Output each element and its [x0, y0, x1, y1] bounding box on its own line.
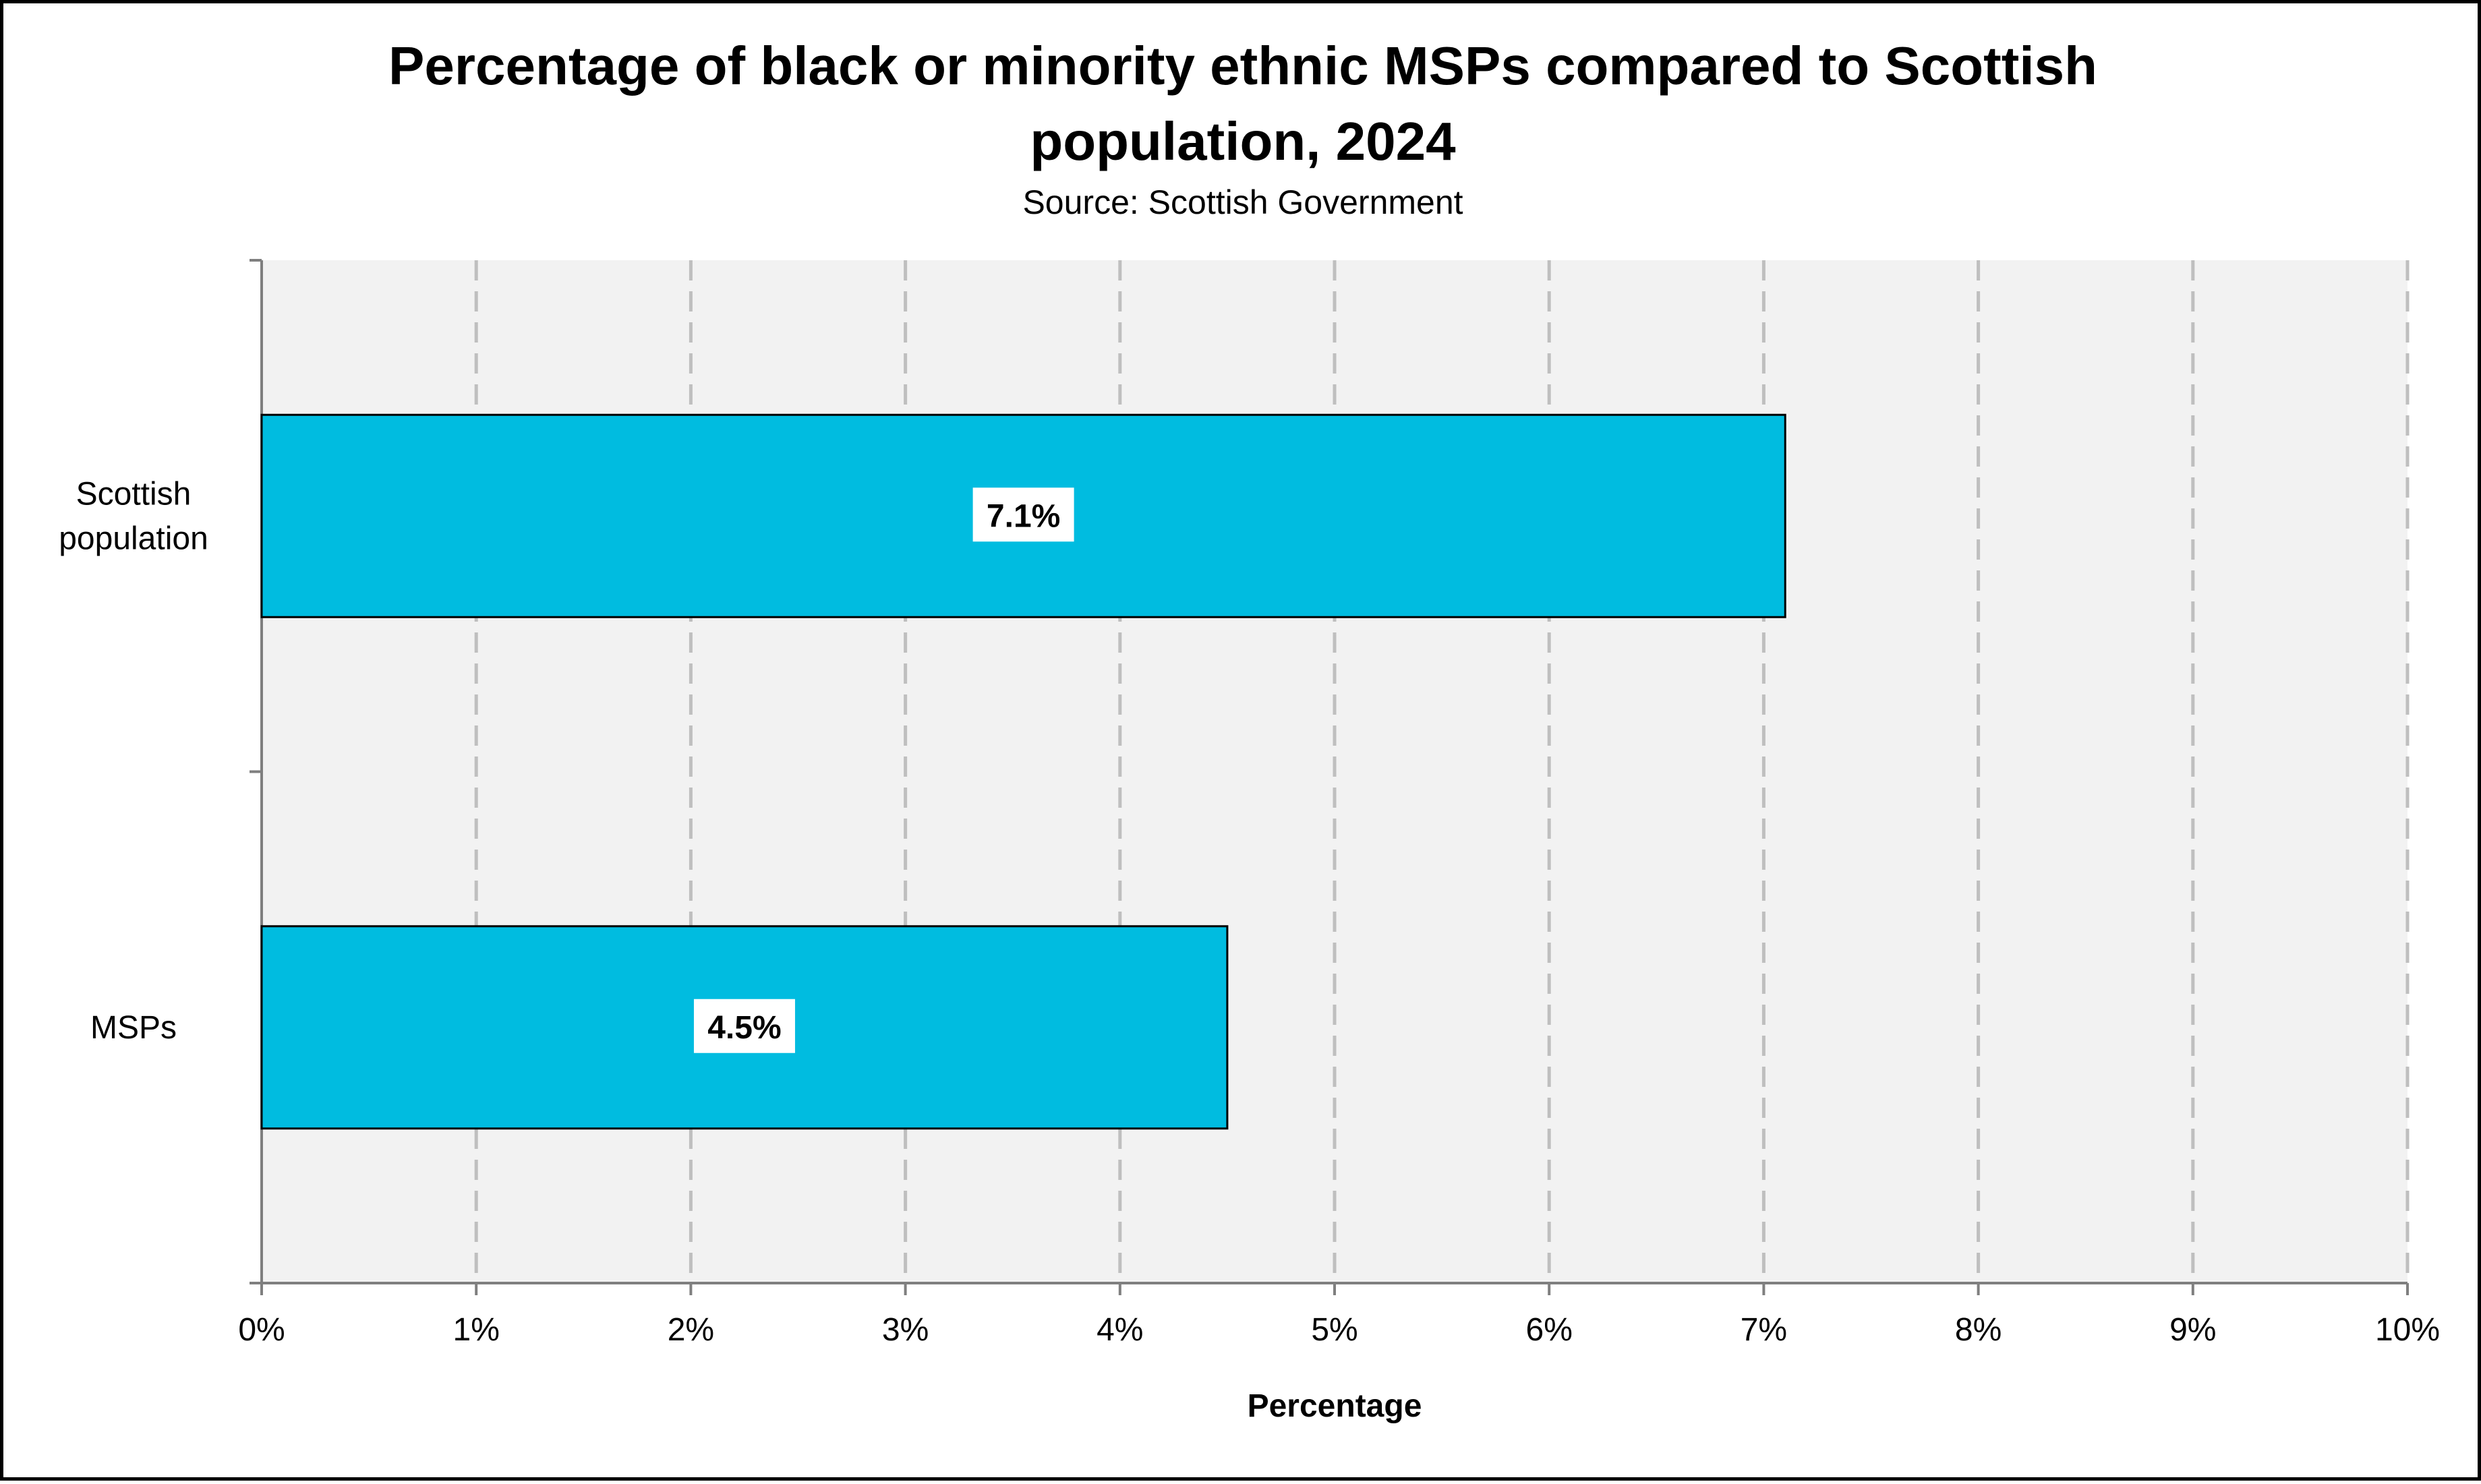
x-tick-label: 3% — [882, 1312, 929, 1348]
y-category-label: Scottish — [76, 476, 192, 512]
x-tick-label: 8% — [1955, 1312, 2002, 1348]
x-tick-label: 9% — [2169, 1312, 2216, 1348]
bar-chart: Percentage of black or minority ethnic M… — [59, 36, 2440, 1424]
x-tick-label: 10% — [2375, 1312, 2440, 1348]
chart-title-line-2: population, 2024 — [1030, 111, 1456, 171]
data-label-1: 7.1% — [987, 498, 1060, 534]
x-tick-label: 1% — [453, 1312, 500, 1348]
x-tick-label: 6% — [1526, 1312, 1573, 1348]
x-tick-label: 0% — [238, 1312, 285, 1348]
y-category-label: MSPs — [90, 1010, 177, 1046]
x-tick-label: 7% — [1741, 1312, 1787, 1348]
chart-title-line-1: Percentage of black or minority ethnic M… — [388, 36, 2097, 96]
x-axis-title: Percentage — [1248, 1388, 1422, 1424]
x-tick-label: 2% — [668, 1312, 714, 1348]
y-category-label: population — [59, 521, 208, 556]
data-label-2: 4.5% — [707, 1010, 781, 1046]
x-tick-label: 5% — [1311, 1312, 1358, 1348]
data-label-box-1 — [972, 487, 1074, 542]
data-label-box-2 — [693, 999, 795, 1053]
chart-subtitle: Source: Scottish Government — [1022, 183, 1463, 221]
x-tick-label: 4% — [1097, 1312, 1143, 1348]
